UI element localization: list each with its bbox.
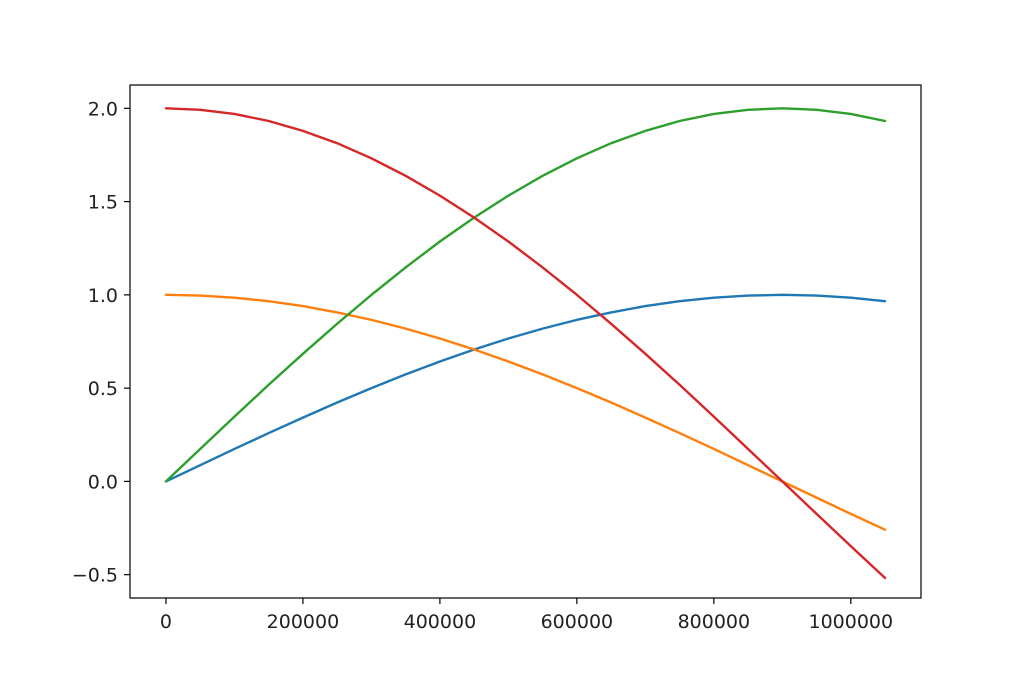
series-line-3 (164, 107, 887, 483)
series-layer (164, 107, 887, 580)
y-tick-label: 2.0 (88, 98, 118, 120)
y-tick-label: 1.5 (88, 192, 118, 214)
y-tick-label: 0.5 (88, 378, 118, 400)
x-tick-label: 600000 (541, 611, 614, 633)
plot-frame (129, 84, 922, 599)
series-line-2 (164, 293, 887, 531)
series-line-4 (164, 107, 887, 580)
x-tick-label: 400000 (404, 611, 477, 633)
x-tick-label: 0 (160, 611, 172, 633)
x-tick-label: 800000 (678, 611, 751, 633)
y-tick-label: −0.5 (72, 565, 118, 587)
series-line-1 (164, 293, 887, 483)
x-tick-label: 1000000 (808, 611, 893, 633)
y-tick-label: 1.0 (88, 285, 118, 307)
y-tick-label: 0.0 (88, 471, 118, 493)
x-axis: 0 200000 400000 600000 800000 1000000 (160, 598, 893, 633)
y-axis: −0.5 0.0 0.5 1.0 1.5 2.0 (72, 98, 130, 587)
x-tick-label: 200000 (267, 611, 340, 633)
